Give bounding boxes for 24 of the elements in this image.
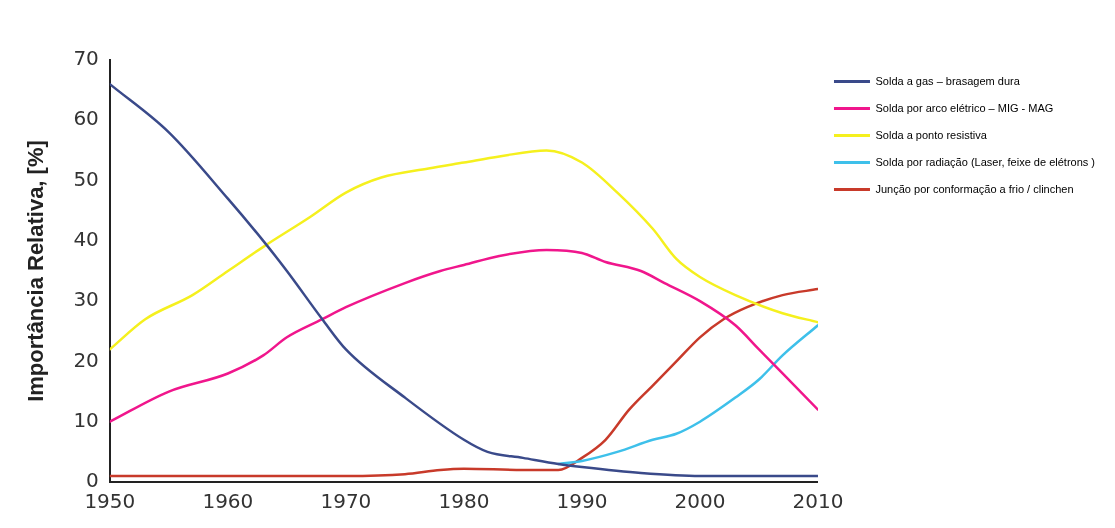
y-tick-label: 20 bbox=[73, 347, 99, 372]
legend-label: Solda por radiação (Laser, feixe de elétrons ) bbox=[875, 155, 1096, 168]
y-tick-label: 70 bbox=[73, 46, 99, 71]
y-tick-label: 30 bbox=[73, 287, 99, 312]
y-tick-label: 10 bbox=[73, 407, 99, 432]
x-tick-label: 1960 bbox=[202, 489, 254, 514]
x-tick-label: 2000 bbox=[674, 489, 726, 514]
legend-label: Solda por arco elétrico – MIG - MAG bbox=[875, 101, 1054, 114]
y-tick-label: 60 bbox=[73, 106, 99, 131]
line-series bbox=[109, 287, 818, 478]
line-series bbox=[557, 324, 818, 466]
y-tick-label: 50 bbox=[73, 166, 99, 191]
line-series bbox=[109, 248, 818, 423]
legend-label: Solda a ponto resistiva bbox=[875, 128, 988, 141]
line-series bbox=[109, 82, 818, 478]
line-series bbox=[109, 149, 818, 351]
y-tick-label: 40 bbox=[73, 227, 99, 252]
x-tick-label: 1990 bbox=[556, 489, 608, 514]
x-tick-label: 1980 bbox=[438, 489, 490, 514]
legend-label: Solda a gas – brasagem dura bbox=[875, 74, 1021, 87]
x-tick-label: 2010 bbox=[792, 489, 844, 514]
legend-label: Junção por conformação a frio / clinchen bbox=[875, 182, 1074, 195]
y-axis-title: Importância Relativa, [%] bbox=[23, 140, 49, 402]
x-tick-label: 1970 bbox=[320, 489, 372, 514]
